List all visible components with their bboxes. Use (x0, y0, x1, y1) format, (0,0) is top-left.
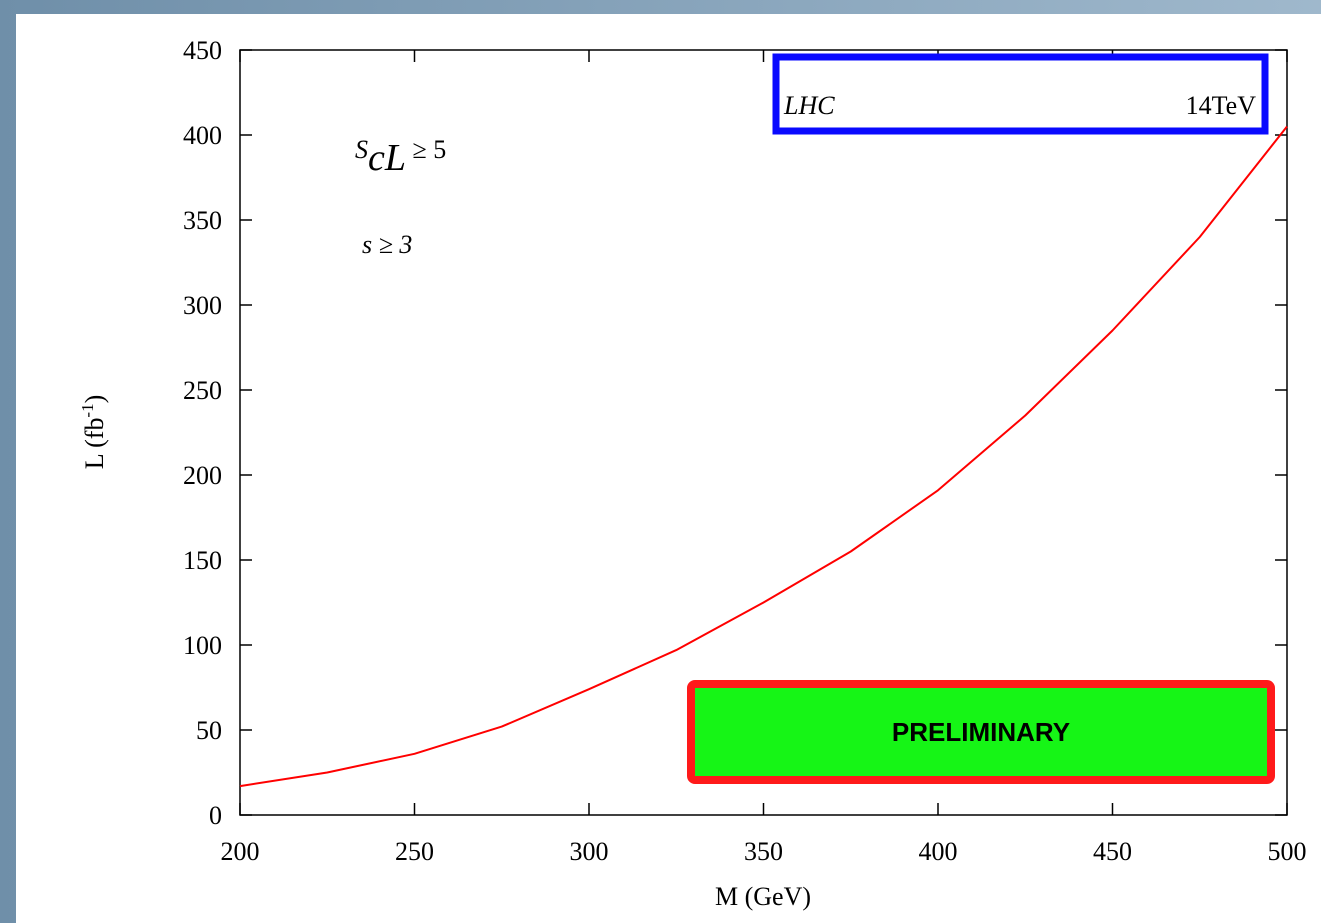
preliminary-box (687, 680, 1275, 784)
y-label-part: ) (80, 395, 109, 404)
y-tick-label: 350 (183, 206, 222, 235)
y-label-superscript: -1 (78, 403, 97, 417)
y-axis-label: L (fb-1) (78, 395, 109, 470)
y-label-part: L (fb (80, 418, 109, 470)
x-tick-label: 300 (570, 837, 609, 866)
y-tick-label: 400 (183, 121, 222, 150)
y-tick-label: 250 (183, 376, 222, 405)
x-tick-label: 500 (1268, 837, 1307, 866)
annotation-s: s ≥ 3 (362, 230, 412, 259)
x-axis-label: M (GeV) (715, 882, 811, 911)
x-tick-label: 450 (1093, 837, 1132, 866)
preliminary-label: PRELIMINARY (892, 717, 1070, 747)
x-tick-label: 400 (919, 837, 958, 866)
y-tick-label: 0 (209, 801, 222, 830)
annotation-part: S (355, 135, 368, 164)
y-tick-label: 100 (183, 631, 222, 660)
annotation-scl: ScL ≥ 5 (355, 135, 446, 179)
annotation-energy: 14TeV (1186, 91, 1257, 120)
y-tick-label: 50 (196, 716, 222, 745)
y-tick-label: 150 (183, 546, 222, 575)
lhc-box (772, 53, 1269, 135)
x-tick-label: 200 (221, 837, 260, 866)
y-tick-label: 300 (183, 291, 222, 320)
x-tick-label: 250 (395, 837, 434, 866)
annotation-part: ≥ 5 (406, 135, 446, 164)
annotation-subscript: cL (368, 137, 406, 179)
y-tick-label: 200 (183, 461, 222, 490)
plot-area: 200 250 300 350 400 450 500 0 50 100 150 200 250 300 3… (183, 36, 1307, 866)
x-tick-label: 350 (744, 837, 783, 866)
y-tick-label: 450 (183, 36, 222, 65)
line-series (239, 125, 1288, 788)
annotation-lhc: LHC (783, 91, 835, 120)
